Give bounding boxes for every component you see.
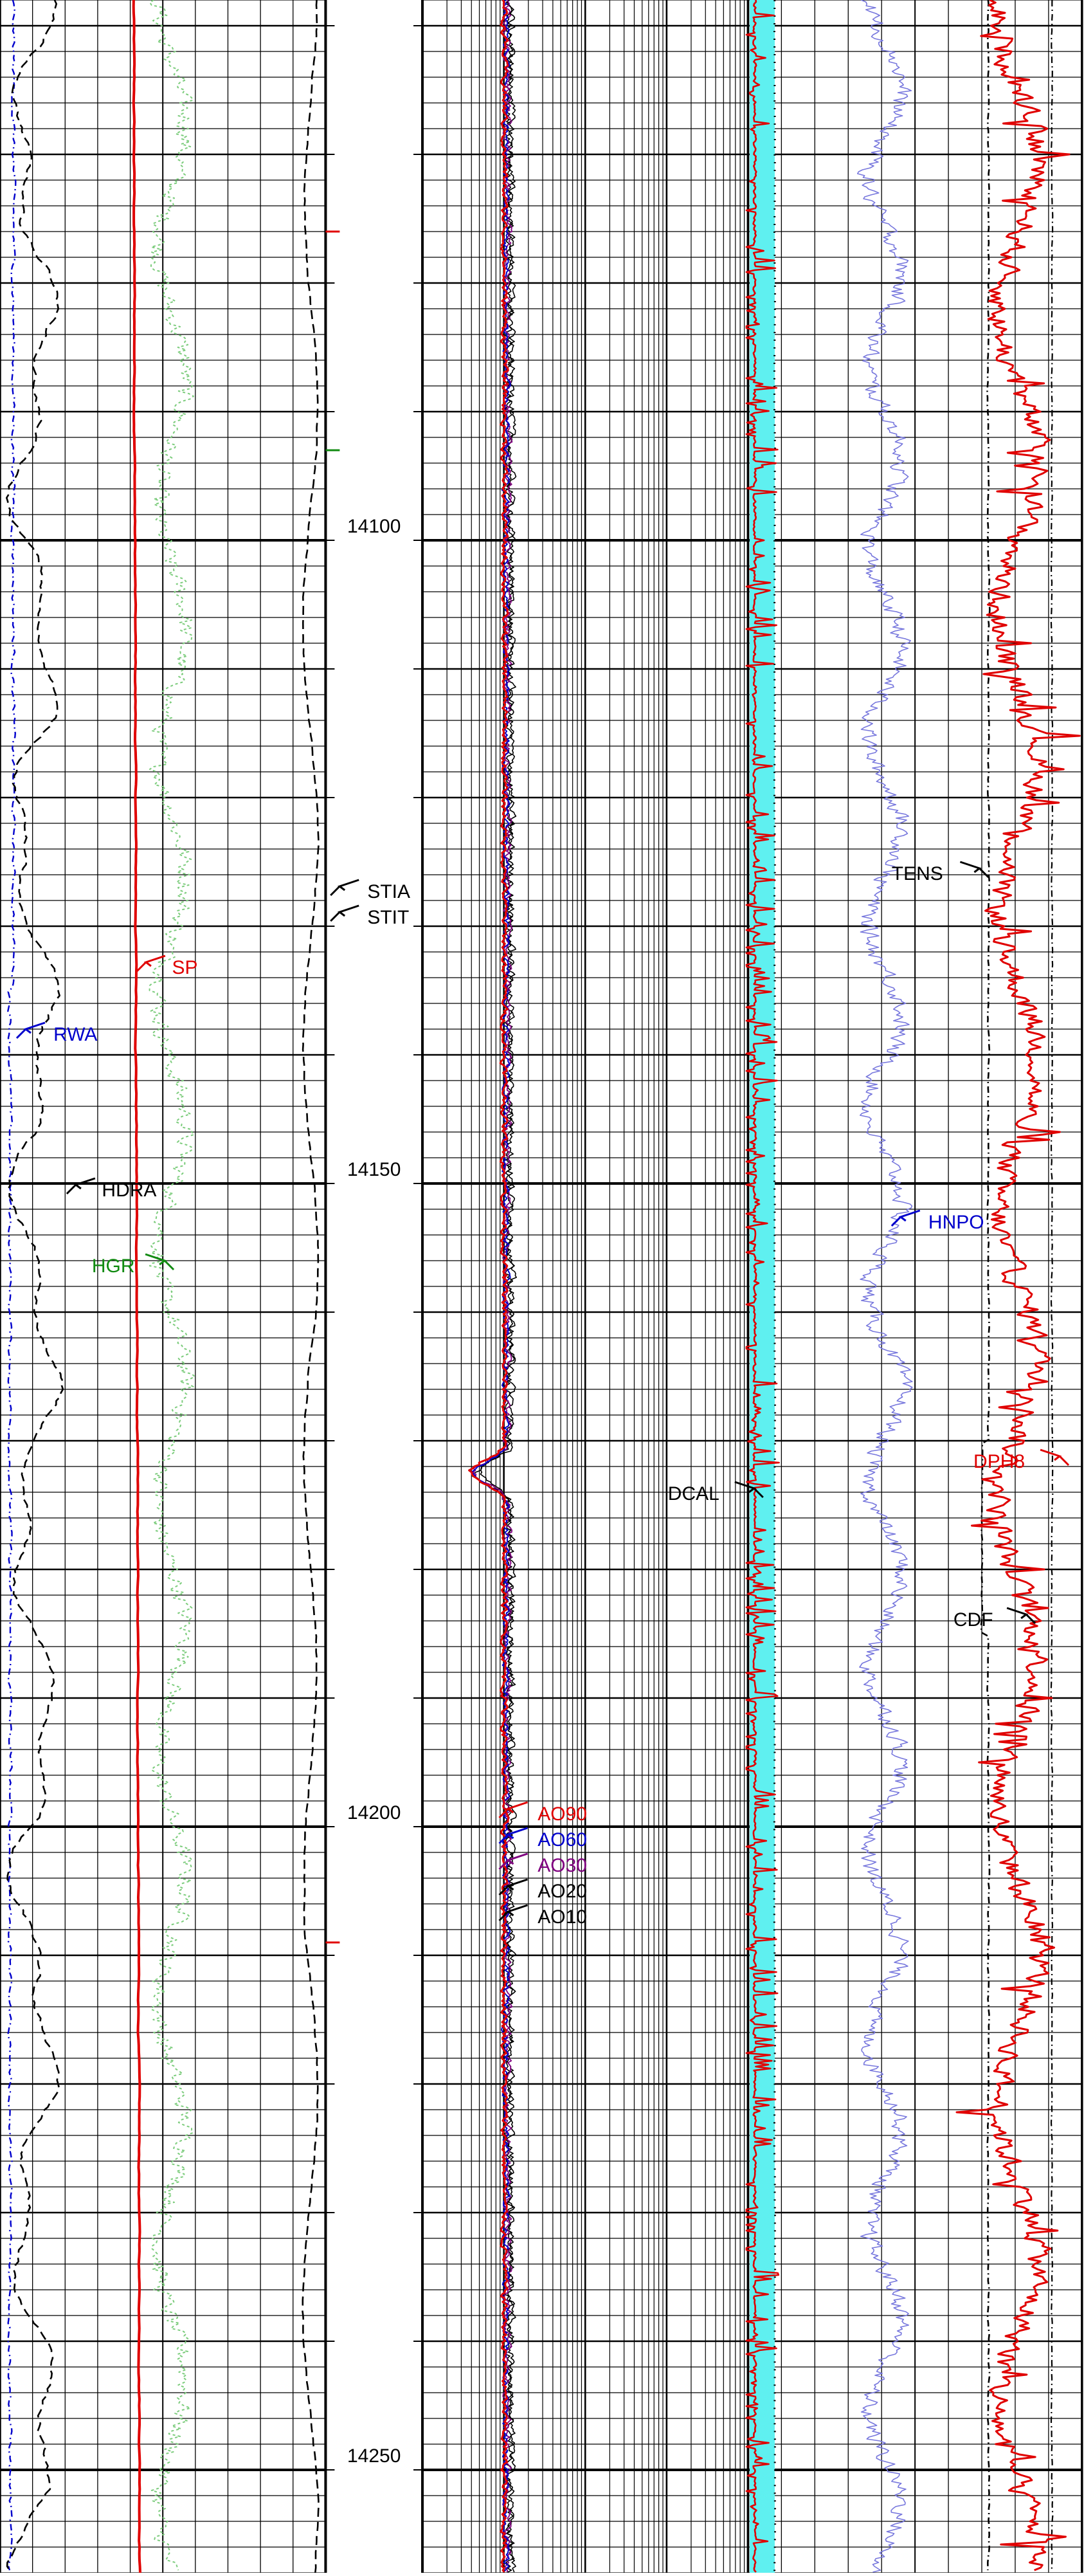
depth-tick-label: 14100: [347, 516, 401, 537]
curve-label-arrow: [15, 1021, 46, 1039]
curve-label-text: AO10: [537, 1906, 587, 1928]
curve-label-text: CDF: [953, 1609, 993, 1631]
curve-label-text: HDRA: [102, 1180, 156, 1201]
curve-label-ao30: AO30: [498, 1852, 587, 1876]
dph8-curve: [955, 0, 1081, 2571]
curve-label-arrow: [1006, 1607, 1036, 1625]
curve-label-ao90: AO90: [498, 1801, 587, 1825]
curve-label-text: RWA: [53, 1024, 97, 1045]
curve-label-dcal: DCAL: [668, 1481, 764, 1504]
curve-label-text: STIT: [367, 907, 409, 928]
hgr-curve: [149, 0, 195, 2571]
cdf-curve: [1050, 0, 1054, 2571]
curve-label-text: HGR: [92, 1256, 135, 1277]
curve-label-arrow: [498, 1904, 528, 1922]
curve-label-ao10: AO10: [498, 1904, 587, 1928]
curve-label-text: AO20: [537, 1881, 587, 1902]
curve-label-text: SP: [172, 957, 197, 978]
curve-label-dph8: DPH8: [973, 1448, 1070, 1472]
curve-layer: [6, 0, 1081, 2573]
curve-label-arrow: [66, 1177, 96, 1195]
rwa-curve: [7, 0, 17, 2571]
curve-label-arrow: [145, 1253, 175, 1271]
curve-label-arrow: [330, 904, 359, 922]
hdra-curve: [6, 0, 64, 2571]
curve-label-text: HNPO: [928, 1212, 984, 1233]
curve-label-arrow: [498, 1801, 528, 1819]
curve-label-arrow: [1040, 1448, 1070, 1466]
curve-label-hdra: HDRA: [66, 1177, 156, 1201]
curve-label-arrow: [959, 861, 989, 879]
curve-label-text: AO30: [537, 1855, 587, 1876]
curve-label-arrow: [136, 955, 166, 973]
hnpo-curve: [857, 0, 913, 2573]
curve-label-stit: STIT: [330, 904, 409, 928]
curve-label-arrow: [330, 879, 359, 897]
curve-label-sp: SP: [136, 955, 198, 978]
curve-label-ao60: AO60: [498, 1827, 587, 1850]
stia-curve: [301, 0, 320, 2573]
curve-label-rwa: RWA: [15, 1021, 97, 1045]
curve-label-arrow: [498, 1852, 528, 1870]
curve-label-text: AO60: [537, 1829, 587, 1850]
curve-label-cdf: CDF: [953, 1607, 1036, 1631]
curve-label-layer: STIA STIT SP RWA HDRA HGR TENS HNPO DPH8 DCAL CDF A…: [15, 861, 1070, 1928]
curve-label-hgr: HGR: [92, 1253, 175, 1277]
depth-tick-label: 14200: [347, 1802, 401, 1823]
curve-label-stia: STIA: [330, 879, 410, 902]
curve-label-tens: TENS: [892, 861, 989, 884]
curve-label-arrow: [734, 1481, 764, 1499]
curve-label-text: STIA: [367, 881, 410, 902]
curve-label-text: TENS: [892, 863, 943, 884]
curve-label-hnpo: HNPO: [890, 1209, 984, 1233]
tens-curve: [980, 0, 991, 2570]
curve-label-text: DCAL: [668, 1483, 719, 1504]
curve-label-ao20: AO20: [498, 1878, 587, 1902]
pef-curve: [745, 0, 780, 2573]
curve-label-arrow: [498, 1827, 528, 1845]
sp-curve: [132, 0, 141, 2573]
depth-tick-label: 14150: [347, 1159, 401, 1180]
curve-label-text: AO90: [537, 1804, 587, 1825]
curve-label-text: DPH8: [973, 1451, 1025, 1472]
depth-track: 14100 14150 14200 14250: [324, 0, 424, 2573]
depth-tick-label: 14250: [347, 2445, 401, 2467]
curve-label-arrow: [890, 1209, 921, 1227]
ao90-curve: [468, 0, 510, 2573]
curve-label-arrow: [498, 1878, 528, 1896]
